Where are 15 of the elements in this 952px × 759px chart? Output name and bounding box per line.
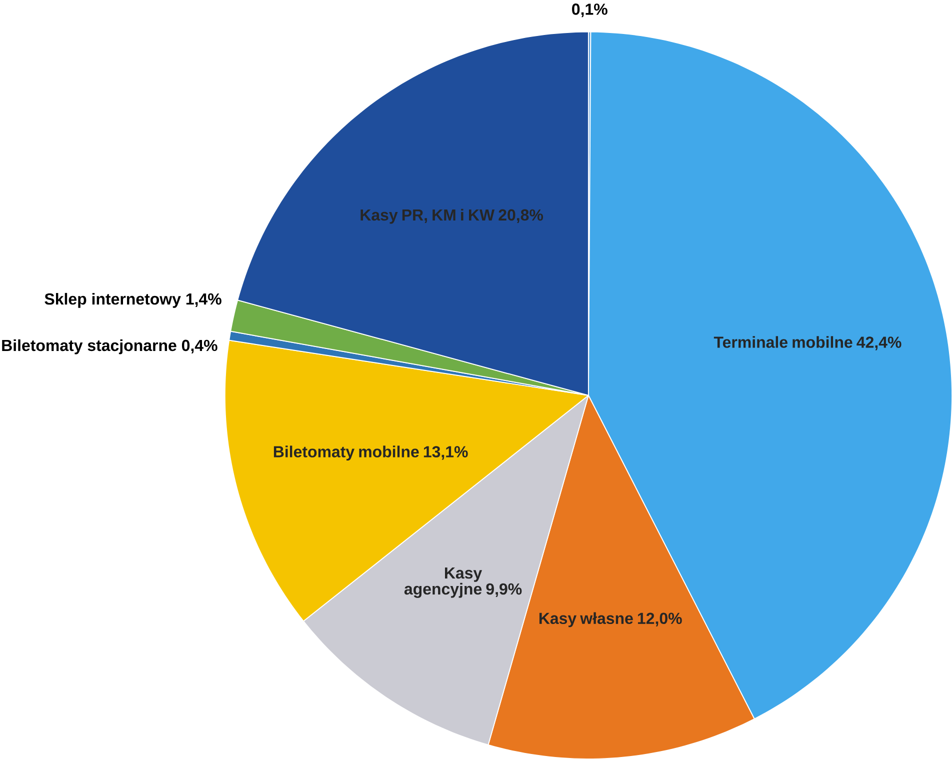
data-label: 13,1% (424, 446, 468, 460)
slice-label: Biletomaty stacjonarne (2, 339, 176, 354)
data-label: 0,1% (572, 3, 608, 17)
slice-label: Kasy własne (539, 612, 633, 627)
data-label: 12,0% (638, 612, 682, 626)
data-label: 20,8% (498, 209, 544, 223)
slice-label: Kasy agencyjne (404, 567, 482, 598)
data-label: 42,4% (856, 336, 902, 350)
slice-label: Terminale mobilne (714, 336, 852, 348)
data-label: 1,4% (186, 293, 222, 307)
data-label: 9,9% (486, 583, 522, 597)
data-label: 0,4% (182, 340, 218, 354)
slice-label: Biletomaty mobilne (274, 445, 419, 460)
slice-label: Kasy PR, KM i KW (360, 208, 495, 224)
slice-label: Sklep internetowy (44, 292, 181, 308)
